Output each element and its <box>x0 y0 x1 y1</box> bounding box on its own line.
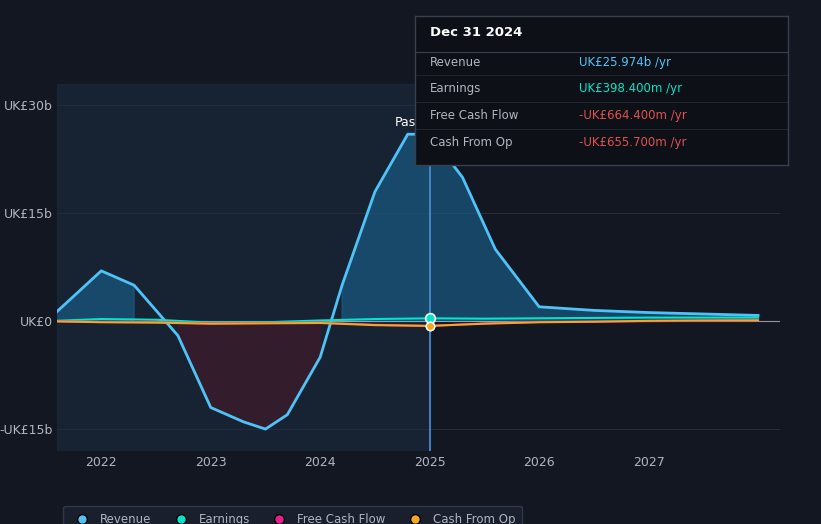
Text: -UK£664.400m /yr: -UK£664.400m /yr <box>579 110 686 122</box>
Text: UK£398.400m /yr: UK£398.400m /yr <box>579 82 682 95</box>
Legend: Revenue, Earnings, Free Cash Flow, Cash From Op: Revenue, Earnings, Free Cash Flow, Cash … <box>63 506 522 524</box>
Text: -UK£655.700m /yr: -UK£655.700m /yr <box>579 136 686 149</box>
Text: Free Cash Flow: Free Cash Flow <box>429 110 518 122</box>
Text: Revenue: Revenue <box>429 56 481 69</box>
Bar <box>57 84 429 451</box>
Text: Cash From Op: Cash From Op <box>429 136 512 149</box>
Text: Analysts Forecasts: Analysts Forecasts <box>438 116 555 129</box>
Text: UK£25.974b /yr: UK£25.974b /yr <box>579 56 671 69</box>
Text: Earnings: Earnings <box>429 82 481 95</box>
Text: Past: Past <box>395 116 421 129</box>
Text: Dec 31 2024: Dec 31 2024 <box>429 26 522 39</box>
